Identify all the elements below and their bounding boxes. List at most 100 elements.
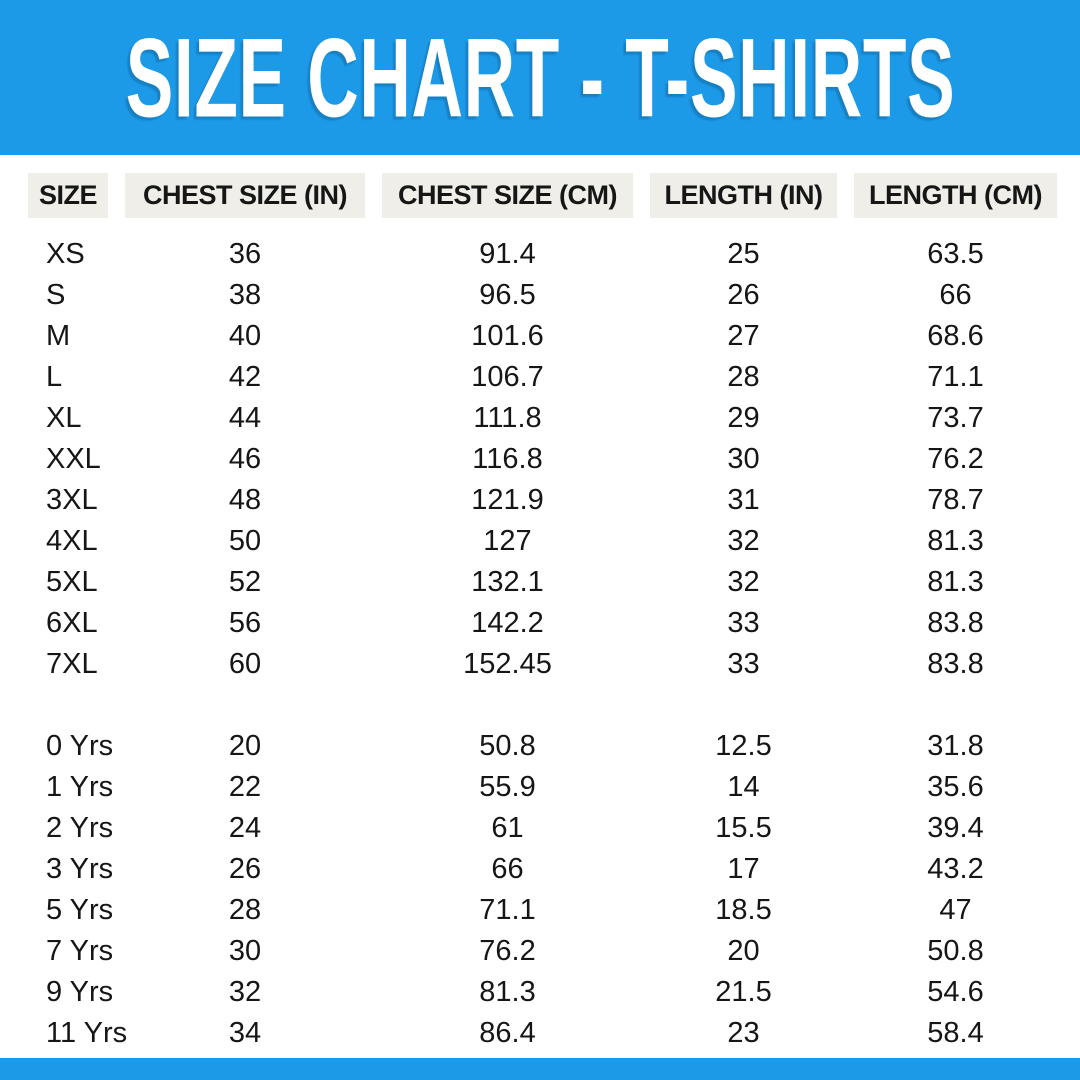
table-cell: 46 [228, 443, 262, 475]
table-row: 5 Yrs 28 71.1 18.5 47 [28, 890, 1059, 931]
table-cell: 28 [727, 361, 760, 393]
size-label-cell: XXL [46, 443, 101, 475]
table-cell: 33 [727, 648, 760, 680]
table-cell: 33 [727, 607, 760, 639]
table-cell: 76.2 [927, 443, 984, 475]
size-label-cell: 3XL [46, 484, 98, 516]
table-cell: 101.6 [471, 320, 544, 352]
table-cell: 43.2 [927, 853, 984, 885]
table-cell: 40 [228, 320, 262, 352]
size-label-cell: 11 Yrs [46, 1017, 128, 1049]
table-cell: 31.8 [927, 730, 984, 762]
table-cell: 96.5 [479, 279, 536, 311]
section-gap [28, 685, 1059, 726]
table-cell: 47 [939, 894, 972, 926]
table-cell: 54.6 [927, 976, 984, 1008]
table-row: 2 Yrs 24 61 15.5 39.4 [28, 808, 1059, 849]
table-cell: 26 [228, 853, 262, 885]
column-header: LENGTH (CM) [854, 173, 1057, 218]
table-cell: 71.1 [479, 894, 536, 926]
size-table: SIZE CHEST SIZE (IN) CHEST SIZE (CM) LENGTH… [28, 173, 1059, 1054]
table-row: 3 Yrs 26 66 17 43.2 [28, 849, 1059, 890]
column-header: LENGTH (IN) [650, 173, 837, 218]
table-cell: 15.5 [715, 812, 772, 844]
table-cell: 56 [228, 607, 262, 639]
size-label-cell: 0 Yrs [46, 730, 114, 762]
size-label-cell: XS [46, 238, 85, 270]
table-row: XXL 46 116.8 30 76.2 [28, 439, 1059, 480]
table-row: 0 Yrs 20 50.8 12.5 31.8 [28, 726, 1059, 767]
table-cell: 14 [727, 771, 760, 803]
table-cell: 55.9 [479, 771, 536, 803]
table-cell: 30 [228, 935, 262, 967]
table-cell: 17 [727, 853, 760, 885]
table-cell: 50.8 [927, 935, 984, 967]
table-cell: 36 [228, 238, 262, 270]
size-label-cell: 5 Yrs [46, 894, 114, 926]
table-row: 4XL 50 127 32 81.3 [28, 521, 1059, 562]
table-cell: 38 [228, 279, 262, 311]
table-row: 1 Yrs 22 55.9 14 35.6 [28, 767, 1059, 808]
size-label-cell: 7 Yrs [46, 935, 114, 967]
table-cell: 132.1 [471, 566, 544, 598]
table-cell: 121.9 [471, 484, 544, 516]
table-cell: 60 [228, 648, 262, 680]
table-cell: 32 [727, 566, 760, 598]
size-label-cell: 7XL [46, 648, 98, 680]
table-cell: 111.8 [473, 402, 542, 434]
table-cell: 106.7 [471, 361, 544, 393]
table-cell: 116.8 [472, 443, 543, 475]
table-body: XS 36 91.4 25 63.5 S 38 96.5 26 66 M 40 101.6 27 68.6 L… [28, 234, 1059, 1054]
table-row: 3XL 48 121.9 31 78.7 [28, 480, 1059, 521]
column-header: CHEST SIZE (CM) [382, 173, 633, 218]
table-cell: 29 [727, 402, 760, 434]
table-row: XL 44 111.8 29 73.7 [28, 398, 1059, 439]
table-row: L 42 106.7 28 71.1 [28, 357, 1059, 398]
size-label-cell: S [46, 279, 66, 311]
table-cell: 28 [228, 894, 262, 926]
size-label-cell: 2 Yrs [46, 812, 114, 844]
table-row: S 38 96.5 26 66 [28, 275, 1059, 316]
size-label-cell: 5XL [46, 566, 98, 598]
table-cell: 32 [727, 525, 760, 557]
table-row: XS 36 91.4 25 63.5 [28, 234, 1059, 275]
table-cell: 24 [228, 812, 262, 844]
table-cell: 81.3 [927, 525, 984, 557]
size-label-cell: 6XL [46, 607, 98, 639]
table-cell: 91.4 [479, 238, 536, 270]
table-row: 6XL 56 142.2 33 83.8 [28, 603, 1059, 644]
table-cell: 18.5 [715, 894, 772, 926]
table-row: 7XL 60 152.45 33 83.8 [28, 644, 1059, 685]
table-cell: 20 [727, 935, 760, 967]
table-row: 5XL 52 132.1 32 81.3 [28, 562, 1059, 603]
table-cell: 50 [228, 525, 262, 557]
table-cell: 83.8 [927, 607, 984, 639]
size-label-cell: 9 Yrs [46, 976, 114, 1008]
title-banner: SIZE CHART - T-SHIRTS [0, 0, 1080, 155]
table-cell: 21.5 [715, 976, 772, 1008]
table-cell: 68.6 [927, 320, 984, 352]
column-header: SIZE [28, 173, 108, 218]
table-cell: 22 [228, 771, 262, 803]
table-cell: 23 [727, 1017, 760, 1049]
table-cell: 27 [727, 320, 760, 352]
table-cell: 26 [727, 279, 760, 311]
table-cell: 48 [228, 484, 262, 516]
table-row: 7 Yrs 30 76.2 20 50.8 [28, 931, 1059, 972]
table-cell: 63.5 [927, 238, 984, 270]
table-cell: 58.4 [927, 1017, 984, 1049]
table-cell: 142.2 [471, 607, 544, 639]
size-label-cell: 4XL [46, 525, 98, 557]
table-cell: 52 [228, 566, 262, 598]
table-cell: 20 [228, 730, 262, 762]
table-cell: 152.45 [463, 648, 552, 680]
table-cell: 86.4 [479, 1017, 536, 1049]
column-header: CHEST SIZE (IN) [125, 173, 365, 218]
size-label-cell: 3 Yrs [46, 853, 114, 885]
table-cell: 50.8 [479, 730, 536, 762]
table-cell: 35.6 [927, 771, 984, 803]
table-cell: 31 [727, 484, 760, 516]
table-cell: 78.7 [927, 484, 984, 516]
table-header-row: SIZE CHEST SIZE (IN) CHEST SIZE (CM) LENGTH… [28, 173, 1059, 218]
